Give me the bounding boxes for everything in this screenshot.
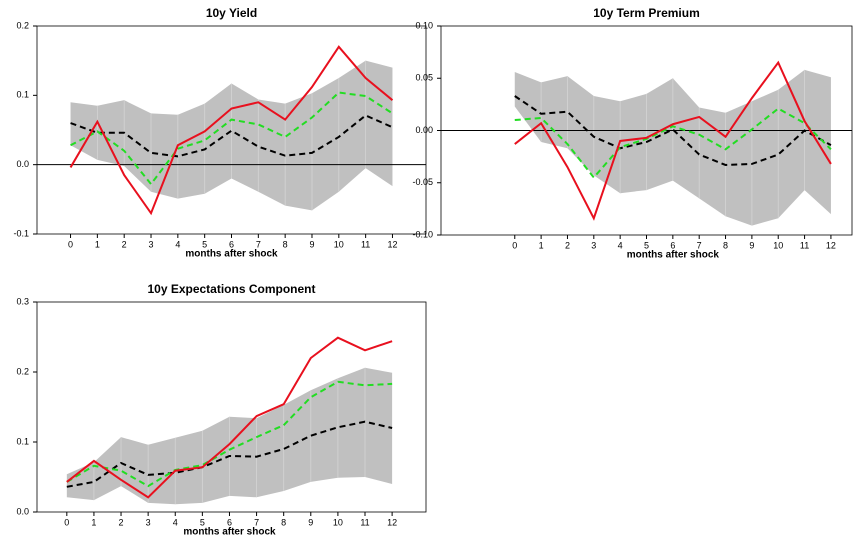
x-tick-label: 8 (281, 517, 286, 527)
series-line (66, 420, 393, 488)
x-tick-label: 4 (618, 240, 623, 250)
x-tick-label: 7 (256, 239, 261, 249)
series-line (69, 45, 394, 216)
x-axis-label: months after shock (183, 527, 276, 535)
x-tick-label: 12 (387, 239, 397, 249)
x-tick-label: 0 (512, 240, 517, 250)
chart-title: 10y Yield (206, 6, 257, 20)
x-tick-label: 11 (800, 240, 809, 250)
x-tick-label: 11 (361, 239, 370, 249)
series-line (514, 60, 832, 221)
x-tick-label: 1 (539, 240, 544, 250)
x-tick-label: 6 (670, 240, 675, 250)
x-tick-label: 4 (173, 517, 178, 527)
x-axis-label: months after shock (627, 250, 720, 261)
series-line (514, 107, 832, 180)
y-tick-label: 0.2 (16, 366, 29, 376)
x-tick-label: 10 (333, 517, 343, 527)
y-tick-label: -0.1 (13, 228, 29, 238)
x-tick-label: 6 (229, 239, 234, 249)
y-tick-label: 0.0 (16, 159, 29, 169)
y-tick-label: -0.10 (412, 229, 433, 239)
chart-title: 10y Term Premium (593, 6, 700, 20)
plot-frame (36, 301, 427, 513)
series-line (70, 114, 393, 158)
y-tick-label: -0.05 (412, 177, 433, 187)
x-tick-label: 2 (122, 239, 127, 249)
x-tick-label: 3 (149, 239, 154, 249)
series-line (66, 380, 393, 488)
y-tick-label: 0.00 (415, 125, 433, 135)
x-tick-label: 8 (283, 239, 288, 249)
y-tick-label: 0.3 (16, 296, 29, 306)
x-axis-label: months after shock (185, 249, 278, 260)
x-tick-label: 5 (644, 240, 649, 250)
x-tick-label: 6 (227, 517, 232, 527)
x-tick-label: 5 (202, 239, 207, 249)
y-tick-label: 0.0 (16, 506, 29, 516)
x-tick-label: 3 (591, 240, 596, 250)
x-tick-label: 2 (565, 240, 570, 250)
x-tick-label: 10 (334, 239, 344, 249)
series-line (66, 336, 393, 499)
y-tick-label: 0.10 (415, 20, 433, 30)
x-tick-label: 12 (387, 517, 397, 527)
y-tick-label: 0.1 (16, 90, 29, 100)
x-tick-label: 1 (95, 239, 100, 249)
x-tick-label: 5 (200, 517, 205, 527)
x-tick-label: 2 (119, 517, 124, 527)
series-line (70, 91, 394, 186)
x-tick-label: 10 (773, 240, 783, 250)
x-tick-label: 3 (146, 517, 151, 527)
x-tick-label: 1 (91, 517, 96, 527)
x-tick-label: 12 (826, 240, 836, 250)
x-tick-label: 11 (360, 517, 369, 527)
y-tick-label: 0.05 (415, 73, 433, 83)
x-tick-label: 4 (175, 239, 180, 249)
x-tick-label: 9 (749, 240, 754, 250)
x-tick-label: 7 (254, 517, 259, 527)
x-tick-label: 8 (723, 240, 728, 250)
x-tick-label: 9 (309, 239, 314, 249)
chart-title: 10y Expectations Component (147, 282, 315, 296)
x-tick-label: 9 (308, 517, 313, 527)
x-tick-label: 0 (64, 517, 69, 527)
x-tick-label: 0 (68, 239, 73, 249)
y-tick-label: 0.2 (16, 20, 29, 30)
x-tick-label: 7 (697, 240, 702, 250)
y-tick-label: 0.1 (16, 436, 29, 446)
